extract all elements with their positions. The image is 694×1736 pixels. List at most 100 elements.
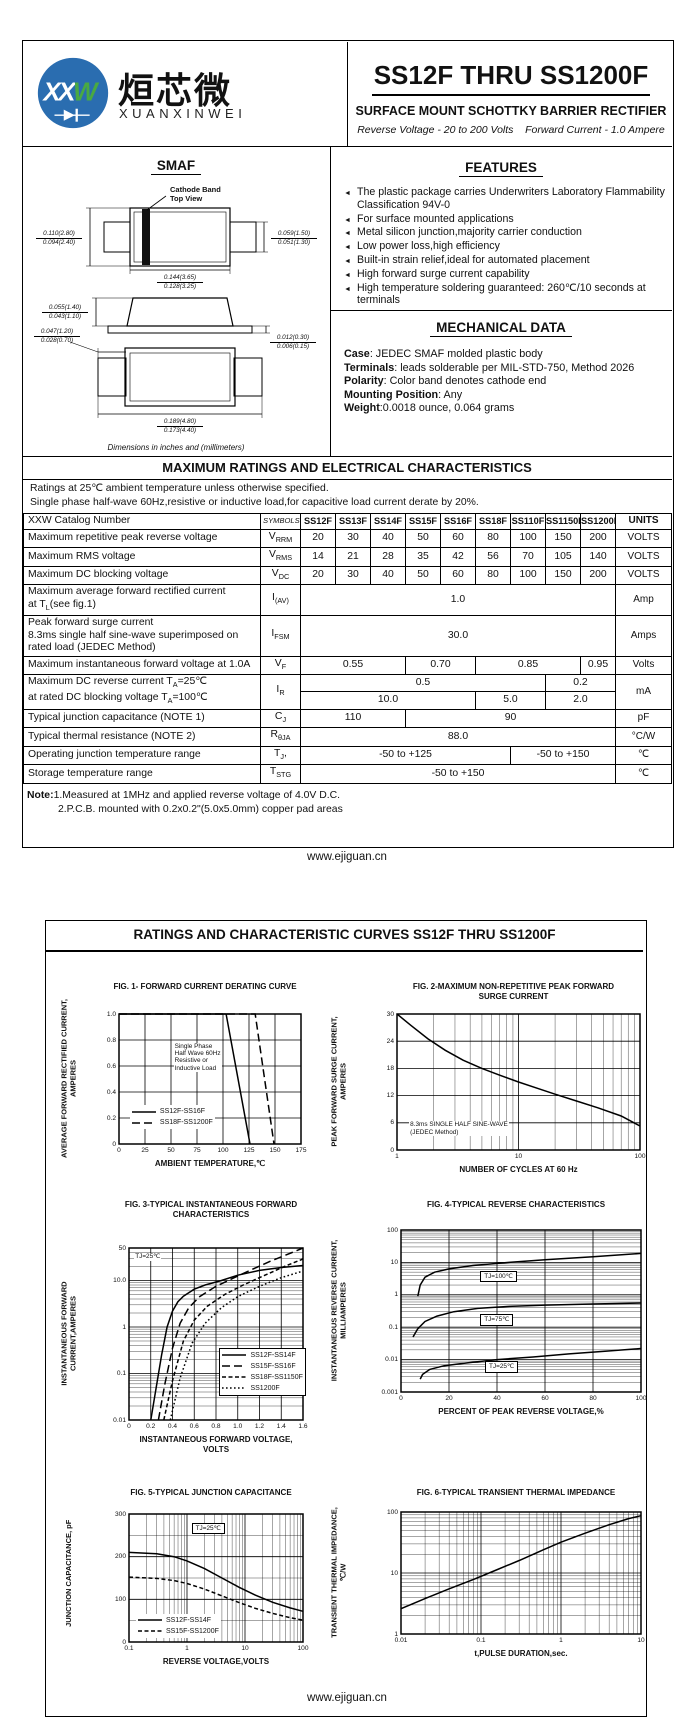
table-cell: -50 to +150 — [510, 745, 616, 766]
series-SS18F-SS1200F — [119, 1013, 275, 1145]
chart-annotation: TJ=25℃ — [485, 1361, 519, 1373]
chart-annotation: TJ=25℃ — [134, 1253, 162, 1261]
x-tick: 0 — [399, 1395, 403, 1402]
table-cell: 28 — [370, 547, 406, 567]
table-cell: SS1150F — [545, 513, 581, 530]
chart-fig2: FIG. 2-MAXIMUM NON-REPETITIVE PEAK FORWA… — [325, 978, 647, 1184]
bullet-icon: ◄ — [344, 190, 351, 197]
table-cell: SS13F — [335, 513, 371, 530]
x-tick: 10 — [241, 1645, 249, 1652]
bullet-icon: ◄ — [344, 216, 351, 224]
x-tick: 1 — [395, 1153, 399, 1160]
x-tick: 1.0 — [233, 1423, 243, 1430]
series-SS15F-SS1200F — [128, 1576, 304, 1621]
table-cell: 110 — [300, 708, 406, 729]
table-cell: 100 — [510, 528, 546, 549]
table-cell: 60 — [440, 565, 476, 586]
x-tick: 10 — [637, 1637, 645, 1644]
y-tick: 100 — [114, 1595, 126, 1603]
x-tick: 50 — [167, 1147, 175, 1154]
chart-fig4: FIG. 4-TYPICAL REVERSE CHARACTERISTICS 0 2… — [325, 1196, 647, 1434]
table-cell: 20 — [300, 528, 336, 549]
doc-subtitle: SURFACE MOUNT SCHOTTKY BARRIER RECTIFIER — [355, 104, 667, 118]
page-title: SS12F THRU SS1200F — [373, 60, 649, 90]
x-tick: 40 — [493, 1395, 501, 1402]
y-tick: 0.1 — [388, 1323, 398, 1331]
package-heading: SMAF — [22, 158, 330, 175]
curves-band: RATINGS AND CHARACTERISTIC CURVES SS12F … — [46, 922, 643, 952]
table-cell: 2.0 — [545, 691, 616, 710]
chart-annotation: Single Phase Half Wave 60Hz Resistive or… — [173, 1042, 222, 1073]
y-tick: 0.1 — [116, 1370, 126, 1377]
table-cell: Amp — [615, 584, 672, 617]
table-cell: Maximum repetitive peak reverse voltage — [23, 528, 261, 549]
x-tick: 75 — [193, 1147, 201, 1154]
x-tick: 0.2 — [146, 1423, 156, 1430]
table-cell: 50 — [405, 565, 441, 586]
table-cell: 56 — [475, 547, 511, 567]
y-tick: 300 — [114, 1510, 126, 1518]
y-tick: 12 — [386, 1092, 394, 1100]
x-axis-label: t,PULSE DURATION,sec. — [474, 1649, 568, 1658]
table-cell: SS18F — [475, 513, 511, 530]
table-cell: SS16F — [440, 513, 476, 530]
x-axis-label: NUMBER OF CYCLES AT 60 Hz — [459, 1165, 578, 1174]
x-tick: 10 — [514, 1153, 523, 1160]
tagline-left: Reverse Voltage - 20 to 200 Volts — [357, 124, 514, 136]
y-tick: 50 — [118, 1244, 126, 1252]
table-cell: VRMS — [260, 547, 301, 567]
table-cell: Typical thermal resistance (NOTE 2) — [23, 727, 261, 747]
chart-fig3: FIG. 3-TYPICAL INSTANTANEOUS FORWARD CHA… — [55, 1196, 320, 1468]
figure-title: FIG. 4-TYPICAL REVERSE CHARACTERISTICS — [426, 1200, 606, 1209]
y-tick: 6 — [390, 1119, 394, 1127]
table-cell: 80 — [475, 565, 511, 586]
x-axis-label: AMBIENT TEMPERATURE,℃ — [154, 1159, 266, 1168]
figure-title: FIG. 5-TYPICAL JUNCTION CAPACITANCE — [130, 1488, 292, 1497]
chart-fig6: FIG. 6-TYPICAL TRANSIENT THERMAL IMPEDAN… — [325, 1484, 647, 1672]
table-cell: 105 — [545, 547, 581, 567]
figure-title: FIG. 3-TYPICAL INSTANTANEOUS FORWARD CHA… — [124, 1200, 298, 1219]
tagline-right: Forward Current - 1.0 Ampere — [525, 124, 665, 136]
package-outline-drawing — [69, 195, 270, 418]
features-heading: FEATURES — [330, 160, 672, 177]
x-axis-label: INSTANTANEOUS FORWARD VOLTAGE, VOLTS — [139, 1435, 293, 1454]
table-cell: TSTG — [260, 764, 301, 784]
feature-item: ◄ Built-in strain relief,ideal for automa… — [344, 254, 666, 267]
table-cell: Maximum RMS voltage — [23, 547, 261, 567]
bullet-icon: ◄ — [344, 244, 351, 252]
table-cell: 50 — [405, 528, 441, 549]
x-tick: 1 — [185, 1645, 189, 1652]
x-tick: 60 — [541, 1395, 549, 1402]
x-tick: 80 — [589, 1395, 597, 1402]
table-cell: Maximum average forward rectified curren… — [23, 584, 261, 617]
bullet-icon: ◄ — [344, 285, 351, 293]
table-cell: ℃ — [615, 745, 672, 766]
chart-annotation: TJ=25℃ — [191, 1522, 225, 1535]
table-cell: XXW Catalog Number — [23, 513, 261, 530]
x-tick: 0 — [117, 1147, 121, 1154]
header-divider — [347, 42, 348, 146]
table-cell: 30 — [335, 528, 371, 549]
bullet-icon: ◄ — [344, 230, 351, 238]
y-axis-label: TRANSIENT THERMAL IMPEDANCE, ℃/W — [329, 1507, 348, 1638]
company-name-en: XUANXINWEI — [119, 106, 247, 121]
x-tick: 175 — [295, 1147, 307, 1154]
svg-text:X: X — [56, 78, 77, 106]
table-cell: 0.55 — [300, 655, 406, 676]
header-rule — [22, 146, 672, 147]
table-cell: 70 — [510, 547, 546, 567]
table-cell: 88.0 — [300, 727, 616, 747]
y-tick: 1 — [394, 1630, 398, 1638]
table-cell: Maximum instantaneous forward voltage at… — [23, 655, 261, 676]
mechanical-row: Weight:0.0018 ounce, 0.064 grams — [344, 402, 515, 415]
table-cell: TJ, — [260, 745, 301, 766]
bullet-icon: ◄ — [344, 257, 351, 265]
bullet-icon: ◄ — [344, 271, 351, 279]
chart-legend: SS12F-SS16F SS18F-SS1200F — [129, 1105, 215, 1129]
x-tick: 100 — [297, 1645, 309, 1652]
table-cell: -50 to +150 — [300, 764, 616, 784]
dim-standoff: 0.012(0.30) 0.006(0.15) — [266, 334, 320, 350]
table-cell: 30.0 — [300, 615, 616, 657]
title-underline — [372, 94, 650, 96]
table-cell: 14 — [300, 547, 336, 567]
